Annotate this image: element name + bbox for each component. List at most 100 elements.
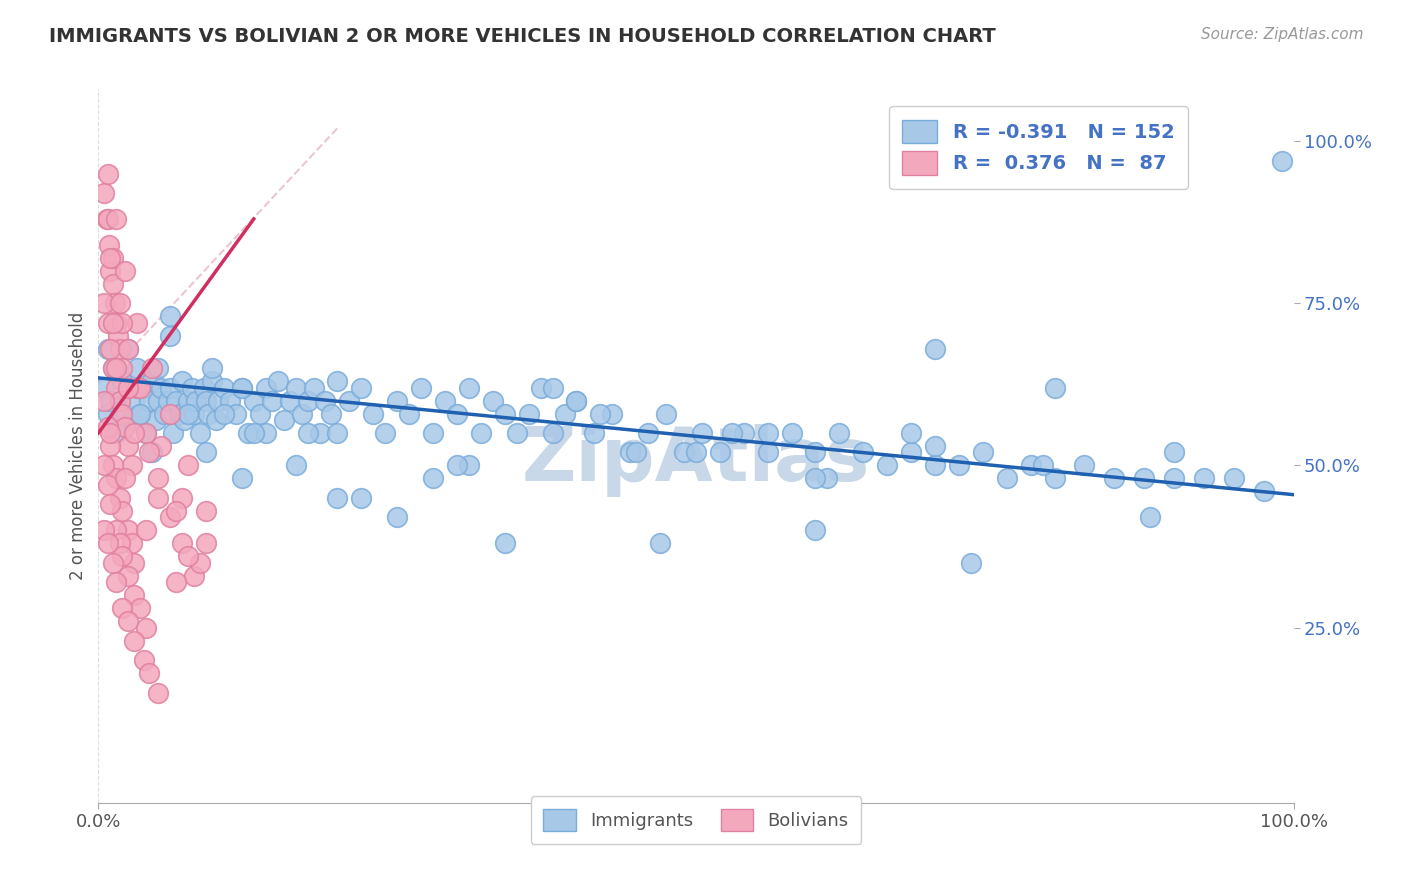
Point [101, 251, 124, 265]
Point [117, 524, 139, 538]
Point [162, 425, 184, 440]
Point [141, 445, 163, 459]
Point [1192, 471, 1215, 485]
Point [129, 601, 152, 615]
Point [105, 211, 128, 226]
Point [804, 524, 827, 538]
Point [97, 419, 120, 434]
Point [995, 471, 1018, 485]
Point [530, 381, 553, 395]
Point [924, 458, 946, 473]
Point [117, 614, 139, 628]
Point [145, 413, 167, 427]
Point [117, 568, 139, 582]
Point [554, 407, 576, 421]
Point [165, 504, 187, 518]
Point [114, 471, 136, 485]
Point [108, 296, 131, 310]
Point [124, 556, 146, 570]
Point [135, 524, 157, 538]
Point [385, 393, 409, 408]
Point [243, 393, 266, 408]
Point [273, 413, 295, 427]
Point [111, 407, 134, 421]
Point [900, 445, 922, 459]
Point [129, 407, 152, 421]
Point [114, 407, 136, 421]
Point [924, 342, 946, 356]
Point [153, 407, 176, 421]
Point [108, 393, 131, 408]
Point [685, 445, 707, 459]
Point [565, 393, 588, 408]
Point [141, 374, 163, 388]
Point [93, 381, 115, 395]
Point [108, 536, 131, 550]
Point [1133, 471, 1156, 485]
Point [231, 381, 253, 395]
Point [284, 458, 307, 473]
Point [374, 425, 396, 440]
Point [149, 381, 172, 395]
Point [172, 536, 194, 550]
Point [101, 556, 124, 570]
Point [172, 491, 194, 505]
Point [876, 458, 898, 473]
Point [709, 445, 731, 459]
Point [159, 510, 181, 524]
Point [972, 445, 994, 459]
Point [148, 471, 170, 485]
Point [195, 393, 218, 408]
Point [105, 524, 128, 538]
Point [446, 458, 468, 473]
Point [1223, 471, 1246, 485]
Point [326, 374, 349, 388]
Point [172, 374, 194, 388]
Point [1073, 458, 1095, 473]
Point [117, 439, 139, 453]
Point [105, 575, 128, 590]
Point [98, 251, 122, 265]
Point [924, 439, 946, 453]
Point [98, 497, 122, 511]
Point [363, 407, 385, 421]
Point [97, 211, 120, 226]
Point [756, 425, 779, 440]
Point [132, 653, 155, 667]
Point [159, 310, 181, 324]
Point [278, 393, 301, 408]
Point [589, 407, 612, 421]
Point [125, 361, 148, 376]
Text: IMMIGRANTS VS BOLIVIAN 2 OR MORE VEHICLES IN HOUSEHOLD CORRELATION CHART: IMMIGRANTS VS BOLIVIAN 2 OR MORE VEHICLE… [49, 27, 995, 45]
Point [148, 361, 170, 376]
Point [1019, 458, 1042, 473]
Point [159, 328, 181, 343]
Point [114, 264, 136, 278]
Point [260, 393, 283, 408]
Point [297, 393, 319, 408]
Point [101, 361, 124, 376]
Point [97, 167, 120, 181]
Point [165, 575, 187, 590]
Point [107, 328, 129, 343]
Point [756, 445, 779, 459]
Point [124, 393, 146, 408]
Point [721, 425, 744, 440]
Point [434, 393, 457, 408]
Point [804, 445, 827, 459]
Point [97, 342, 120, 356]
Point [195, 536, 218, 550]
Point [583, 425, 606, 440]
Point [195, 504, 218, 518]
Point [93, 524, 115, 538]
Point [326, 425, 349, 440]
Point [626, 445, 648, 459]
Point [350, 491, 373, 505]
Point [98, 342, 122, 356]
Point [195, 445, 218, 459]
Point [93, 458, 115, 473]
Point [302, 381, 325, 395]
Point [506, 425, 529, 440]
Point [1043, 381, 1066, 395]
Point [97, 478, 120, 492]
